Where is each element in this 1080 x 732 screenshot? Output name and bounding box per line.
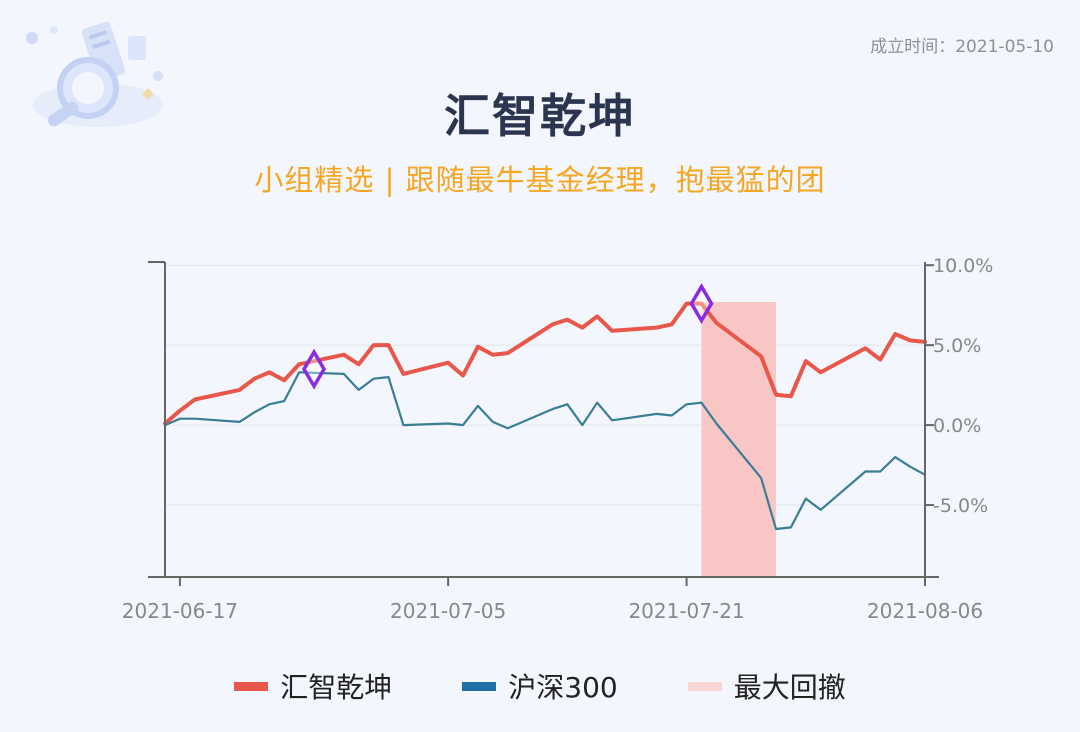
diamond-marker — [689, 283, 714, 325]
x-tick-label: 2021-08-06 — [867, 599, 983, 623]
index-line — [163, 371, 927, 531]
y-tick-label: 10.0% — [933, 255, 993, 277]
fund-subtitle: 小组精选 | 跟随最牛基金经理，抱最猛的团 — [254, 163, 826, 197]
legend-item: 沪深300 — [462, 666, 618, 706]
fund-title: 汇智乾坤 — [444, 89, 636, 143]
y-tick-label: 5.0% — [933, 335, 981, 357]
grid-lines — [165, 264, 925, 506]
max-drawdown-band — [701, 302, 776, 577]
x-tick-label: 2021-07-21 — [628, 599, 744, 623]
legend-label: 沪深300 — [508, 671, 618, 704]
legend-label: 最大回撤 — [733, 671, 846, 704]
magnifier-document-illustration — [26, 21, 163, 127]
series-layer — [163, 301, 927, 531]
diamond-marker — [301, 348, 327, 390]
performance-chart: 10.0% 5.0% 0.0% -5.0% 2021-06-17 2021-07-05 20… — [122, 255, 994, 623]
legend-swatch — [462, 681, 497, 691]
axes: 10.0% 5.0% 0.0% -5.0% 2021-06-17 2021-07-05 20… — [122, 255, 994, 623]
legend-item: 汇智乾坤 — [234, 666, 392, 706]
legend-swatch — [234, 681, 269, 691]
drawdown-band-layer — [701, 302, 776, 577]
marker-layer — [301, 283, 714, 390]
x-tick-label: 2021-06-17 — [122, 599, 238, 623]
legend-swatch — [687, 681, 722, 691]
legend: 汇智乾坤 沪深300 最大回撤 — [0, 666, 1080, 706]
legend-label: 汇智乾坤 — [280, 671, 393, 704]
fund-line — [163, 301, 927, 426]
y-tick-label: 0.0% — [933, 415, 981, 437]
legend-item: 最大回撤 — [687, 666, 846, 706]
y-tick-label: -5.0% — [933, 495, 988, 517]
founded-date: 成立时间：2021-05-10 — [870, 37, 1054, 57]
x-tick-label: 2021-07-05 — [390, 599, 506, 623]
